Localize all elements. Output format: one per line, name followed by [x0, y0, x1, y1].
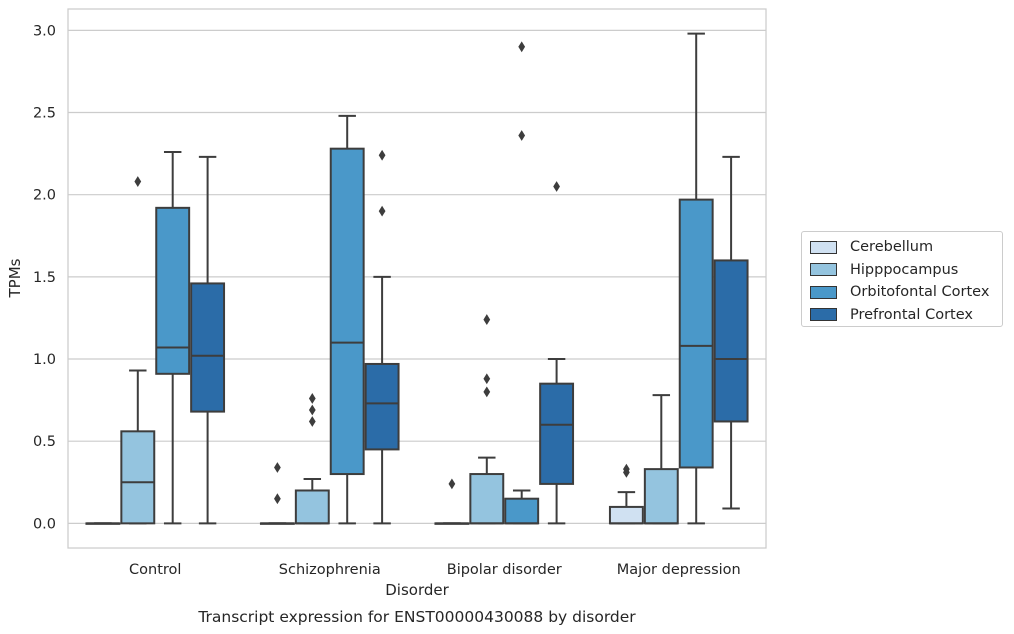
box-plot-area [85, 32, 749, 525]
y-axis-label: TPMs [6, 258, 24, 298]
box-iqr [608, 505, 644, 525]
box-prefrontal-cortex-0 [190, 155, 226, 525]
box-hipppocampus-2 [469, 314, 505, 525]
box-cerebellum-1 [259, 462, 295, 525]
outlier-point [483, 314, 491, 325]
legend: Cerebellum Hipppocampus Orbitofontal Corte… [801, 231, 1003, 327]
outlier-point [274, 493, 281, 505]
chart-title: Transcript expression for ENST0000043008… [197, 608, 636, 626]
outlier-point [623, 463, 630, 475]
outlier-point [308, 416, 316, 427]
box-hipppocampus-3 [643, 394, 679, 525]
outlier-point [274, 462, 281, 473]
plot-frame [67, 8, 767, 549]
box-prefrontal-cortex-2 [539, 181, 575, 525]
box-iqr [190, 282, 226, 413]
outlier-point [518, 130, 526, 141]
x-tick-label: Schizophrenia [279, 562, 381, 578]
x-tick-label: Bipolar disorder [447, 562, 562, 578]
x-tick-label: Control [129, 562, 181, 578]
box-iqr [713, 259, 749, 423]
y-tick-label: 2.5 [33, 106, 56, 122]
box-iqr [678, 198, 714, 469]
box-iqr [364, 362, 400, 451]
box-hipppocampus-0 [120, 176, 156, 525]
legend-item: Hipppocampus [810, 259, 1002, 282]
box-iqr [643, 468, 679, 525]
box-cerebellum-2 [434, 478, 470, 525]
outlier-point [308, 404, 316, 416]
legend-item: Prefrontal Cortex [810, 304, 1002, 327]
box-iqr [504, 497, 540, 525]
box-iqr [539, 382, 575, 485]
x-tick-label: Major depression [617, 562, 741, 578]
outlier-point [518, 41, 526, 53]
legend-item: Cerebellum [810, 236, 1002, 259]
box-iqr [469, 473, 505, 525]
legend-label: Orbitofontal Cortex [850, 284, 990, 301]
legend-swatch [810, 240, 837, 254]
box-orbitofontal-cortex-0 [155, 150, 191, 525]
x-axis-label: Disorder [385, 581, 449, 599]
box-orbitofontal-cortex-2 [504, 41, 540, 525]
y-tick-label: 0.5 [33, 434, 56, 450]
legend-swatch [810, 263, 837, 277]
box-iqr [120, 430, 156, 525]
outlier-point [448, 478, 456, 490]
legend-swatch [810, 308, 837, 322]
box-prefrontal-cortex-3 [713, 155, 749, 510]
x-tick-labels: Control Schizophrenia Bipolar disorder Majo… [129, 562, 741, 578]
box-cerebellum-0 [85, 522, 121, 525]
y-tick-label: 1.0 [33, 352, 56, 368]
legend-item: Orbitofontal Cortex [810, 281, 1002, 304]
y-tick-label: 0.0 [33, 516, 56, 532]
box-hipppocampus-1 [294, 393, 330, 525]
legend-label: Cerebellum [850, 239, 934, 256]
box-cerebellum-3 [608, 463, 644, 525]
box-iqr [329, 147, 365, 476]
y-tick-label: 1.5 [33, 270, 56, 286]
y-tick-labels: 0.0 0.5 1.0 1.5 2.0 2.5 3.0 [33, 23, 56, 532]
box-iqr [294, 489, 330, 525]
box-prefrontal-cortex-1 [364, 149, 400, 525]
legend-label: Hipppocampus [850, 261, 959, 278]
outlier-point [378, 149, 386, 161]
box-orbitofontal-cortex-1 [329, 114, 365, 525]
box-orbitofontal-cortex-3 [678, 32, 714, 525]
y-tick-label: 2.0 [33, 188, 56, 204]
legend-swatch [810, 285, 837, 299]
outlier-point [378, 205, 386, 217]
box-iqr [155, 206, 191, 375]
outlier-point [308, 393, 316, 404]
outlier-point [134, 176, 142, 187]
outlier-point [483, 386, 491, 398]
outlier-point [553, 181, 560, 192]
y-tick-label: 3.0 [33, 23, 56, 39]
outlier-point [483, 373, 491, 385]
legend-label: Prefrontal Cortex [850, 306, 973, 323]
